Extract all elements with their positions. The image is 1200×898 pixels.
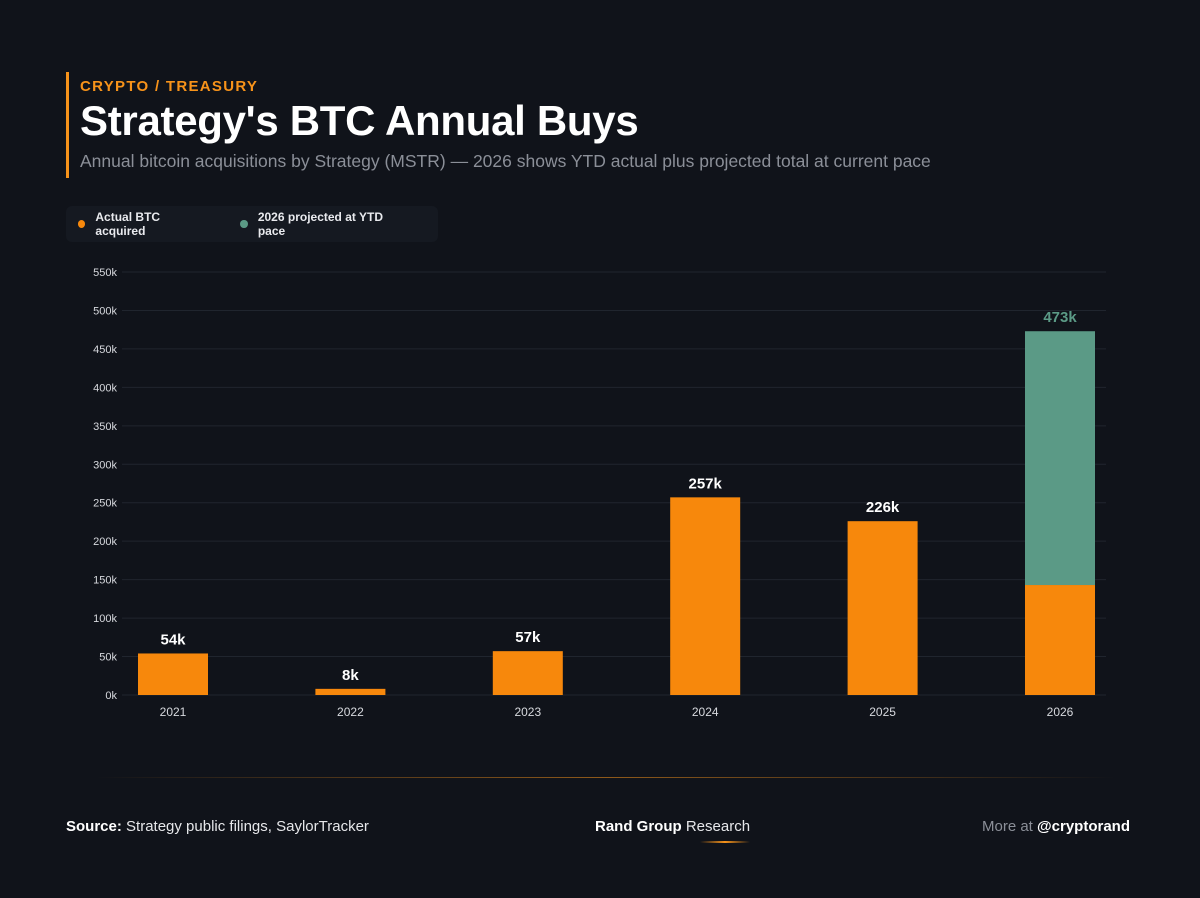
x-tick-label: 2021 — [160, 705, 187, 719]
footer-source: Source: Strategy public filings, SaylorT… — [66, 818, 369, 835]
data-label: 257k — [689, 475, 723, 492]
y-tick-label: 200k — [93, 536, 117, 548]
chart-title: Strategy's BTC Annual Buys — [80, 97, 639, 144]
header-block: CRYPTO / TREASURY Strategy's BTC Annual … — [66, 72, 931, 178]
legend-label-projected: 2026 projected at YTD pace — [257, 210, 383, 238]
brand-suffix: Research — [685, 818, 751, 835]
bar-actual — [847, 521, 918, 695]
legend: Actual BTC acquired 2026 projected at YT… — [66, 206, 438, 242]
data-label: 226k — [866, 499, 900, 516]
y-tick-label: 100k — [93, 613, 117, 625]
x-tick-label: 2022 — [337, 705, 364, 719]
bar-chart: 0k 50k 100k 150k 200k 250k 300k 350k 400k 450k 500… — [93, 267, 1106, 719]
chart-subtitle: Annual bitcoin acquisitions by Strategy … — [80, 151, 931, 171]
eyebrow-label: CRYPTO / TREASURY — [80, 78, 259, 95]
more-label: More at — [981, 818, 1033, 835]
legend-dot-projected — [240, 220, 248, 228]
y-tick-label: 550k — [93, 267, 117, 279]
source-label: Source: — [66, 818, 122, 835]
bar-actual — [138, 653, 208, 695]
y-tick-label: 400k — [93, 382, 117, 394]
legend-item-actual: Actual BTC acquired — [78, 210, 204, 238]
source-text: Strategy public filings, SaylorTracker — [126, 818, 369, 835]
bar-projected — [1025, 331, 1095, 586]
x-tick-label: 2024 — [692, 705, 719, 719]
y-tick-label: 350k — [93, 421, 117, 433]
footer-brand: Rand Group Research — [595, 818, 750, 835]
x-tick-label: 2026 — [1047, 705, 1074, 719]
data-label: 8k — [342, 667, 359, 684]
bar-actual — [492, 651, 563, 695]
y-tick-label: 0k — [105, 690, 117, 702]
brand-name: Rand Group — [595, 818, 682, 835]
y-tick-label: 500k — [93, 305, 117, 317]
x-tick-label: 2023 — [514, 705, 541, 719]
y-tick-label: 250k — [93, 498, 117, 510]
bar-actual — [670, 497, 741, 695]
x-tick-label: 2025 — [869, 705, 896, 719]
social-handle[interactable]: @cryptorand — [1037, 818, 1130, 835]
data-label: 57k — [515, 629, 541, 646]
y-tick-label: 450k — [93, 344, 117, 356]
legend-label-actual: Actual BTC acquired — [95, 210, 161, 238]
legend-item-projected: 2026 projected at YTD pace — [240, 210, 402, 238]
legend-dot-actual — [78, 220, 86, 228]
y-tick-label: 150k — [93, 575, 117, 587]
y-tick-label: 300k — [93, 459, 117, 471]
y-tick-label: 50k — [99, 652, 117, 664]
bar-actual — [315, 688, 386, 695]
data-label: 54k — [160, 631, 186, 648]
footer-divider — [96, 777, 1116, 778]
bar-actual — [1025, 585, 1095, 695]
footer-more: More at @cryptorand — [982, 818, 1130, 835]
data-label: 473k — [1043, 309, 1077, 326]
